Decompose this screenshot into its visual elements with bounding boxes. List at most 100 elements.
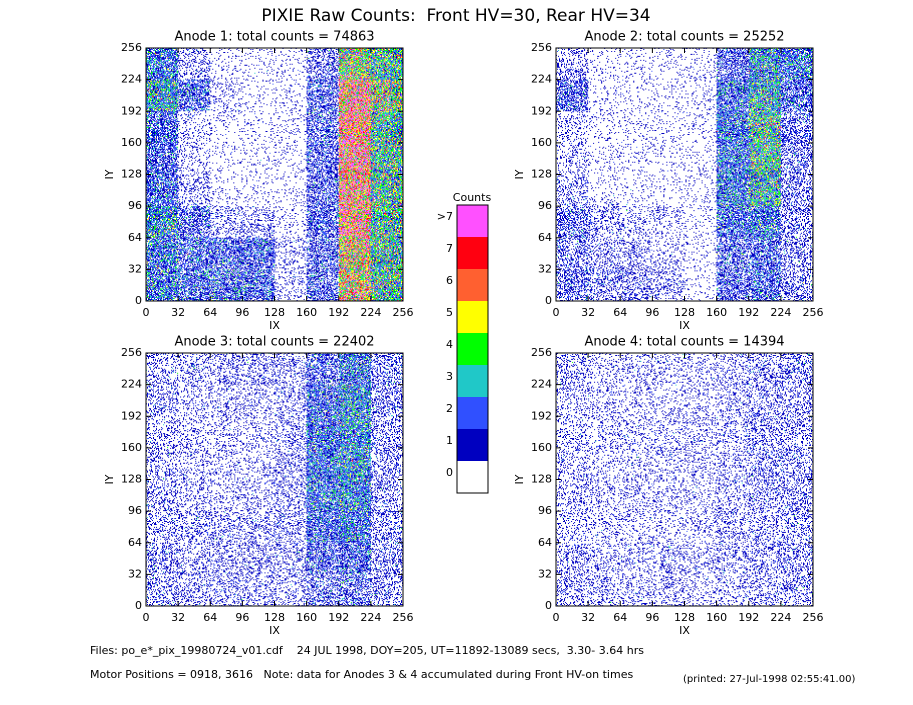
page-title: PIXIE Raw Counts: Front HV=30, Rear HV=3… (261, 6, 650, 26)
density-cell (684, 269, 717, 301)
density-cell (716, 48, 749, 80)
count-pixels (370, 416, 403, 448)
count-pixels (370, 79, 403, 112)
density-cell (306, 353, 339, 385)
colorbar-swatch (457, 205, 488, 237)
density-cell (274, 142, 307, 175)
count-pixels (684, 416, 717, 448)
count-pixels (210, 237, 243, 270)
count-pixels (751, 475, 753, 477)
density-cell (780, 511, 813, 543)
count-pixels (556, 479, 589, 512)
count-pixels (274, 479, 307, 511)
count-pixels (242, 575, 275, 606)
footer-printed: (printed: 27-Jul-1998 02:55:41.00) (683, 674, 855, 685)
count-pixels (242, 574, 275, 606)
count-pixels (370, 206, 403, 238)
count-pixels (716, 48, 749, 80)
count-pixels (210, 206, 243, 236)
count-pixels (370, 447, 403, 480)
count-pixels (338, 206, 371, 238)
count-pixels (306, 237, 339, 270)
count-pixels (780, 479, 813, 512)
count-pixels (588, 574, 621, 606)
density-cell (620, 206, 653, 238)
count-pixels (684, 174, 717, 207)
density-cell (210, 174, 243, 207)
count-pixels (620, 479, 653, 512)
count-pixels (374, 594, 376, 596)
count-pixels (306, 111, 339, 143)
count-pixels (339, 416, 371, 448)
count-pixels (716, 208, 738, 230)
density-cell (620, 79, 653, 112)
count-pixels (740, 354, 742, 355)
y-tick-label: 192 (531, 104, 552, 117)
density-cell (684, 479, 717, 512)
count-pixels (654, 575, 682, 606)
count-pixels (153, 577, 154, 579)
count-pixels (215, 177, 229, 195)
density-cell (242, 384, 275, 417)
count-pixels (338, 142, 371, 175)
count-pixels (396, 564, 397, 566)
count-pixels (620, 79, 653, 112)
count-pixels (780, 206, 813, 238)
density-cell (274, 479, 307, 512)
colorbar-title: Counts (453, 191, 492, 204)
count-pixels (338, 79, 371, 112)
count-pixels (652, 79, 685, 112)
y-tick-label: 32 (128, 567, 142, 580)
density-cell (146, 48, 179, 80)
density-cell (242, 447, 275, 480)
density-cell (178, 79, 211, 112)
count-pixels (652, 269, 685, 301)
density-cell (780, 174, 813, 207)
density-cell (210, 511, 243, 543)
density-cell (620, 384, 653, 417)
density-cell (338, 542, 371, 575)
count-pixels (274, 175, 307, 207)
count-pixels (203, 406, 205, 408)
density-cell (652, 542, 685, 575)
count-pixels (716, 111, 749, 143)
colorbar-label: >7 (437, 210, 453, 223)
count-pixels (338, 48, 371, 80)
density-cell (274, 237, 307, 270)
density-cell (242, 574, 275, 606)
density-cell (146, 574, 179, 606)
count-pixels (652, 511, 685, 543)
density-cell (274, 111, 307, 143)
count-pixels (181, 223, 183, 225)
count-pixels (749, 174, 781, 207)
density-cell (338, 142, 371, 175)
y-tick-label: 160 (531, 136, 552, 149)
density-cell (370, 574, 403, 606)
count-pixels (372, 49, 402, 79)
density-cell (338, 79, 371, 112)
count-pixels (210, 79, 243, 112)
y-tick-label: 160 (531, 441, 552, 454)
density-cell (242, 174, 275, 206)
density-cell (306, 574, 339, 606)
count-pixels (748, 237, 781, 270)
count-pixels (557, 237, 589, 270)
count-pixels (370, 237, 403, 270)
count-pixels (164, 472, 166, 474)
count-pixels (716, 416, 749, 448)
count-pixels (147, 576, 179, 606)
density-cell (780, 79, 813, 112)
count-pixels (588, 48, 621, 80)
count-pixels (780, 79, 813, 112)
count-pixels (748, 206, 781, 238)
x-tick-label: 256 (803, 306, 824, 319)
count-pixels (693, 440, 703, 442)
density-cell (748, 111, 781, 143)
count-pixels (306, 574, 339, 606)
density-cell (780, 479, 813, 512)
panel-title: Anode 1: total counts = 74863 (174, 30, 374, 45)
count-pixels (338, 48, 371, 80)
count-pixels (230, 429, 232, 431)
density-cell (370, 79, 403, 112)
count-pixels (237, 109, 239, 111)
